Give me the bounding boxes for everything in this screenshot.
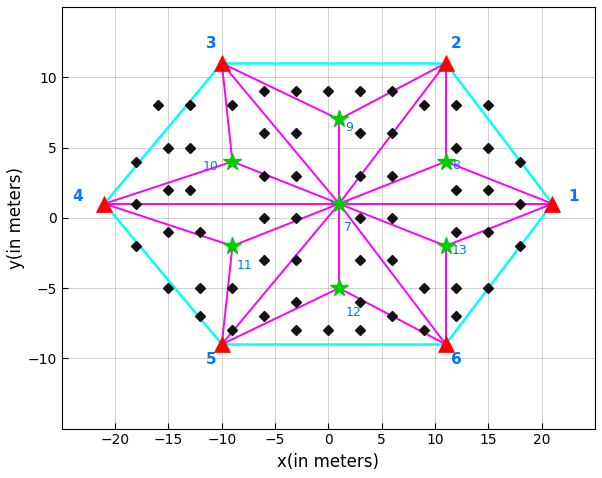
Text: 13: 13 [452, 245, 468, 258]
Text: 10: 10 [203, 160, 219, 173]
Text: 6: 6 [451, 352, 462, 367]
Y-axis label: y(in meters): y(in meters) [7, 167, 25, 269]
X-axis label: x(in meters): x(in meters) [278, 453, 379, 471]
Text: 8: 8 [452, 159, 460, 172]
Text: 2: 2 [451, 35, 462, 51]
Text: 12: 12 [346, 306, 361, 319]
Text: 7: 7 [344, 221, 352, 234]
Text: 9: 9 [346, 121, 353, 134]
Text: 3: 3 [206, 35, 217, 51]
Text: 4: 4 [72, 189, 83, 204]
Text: 1: 1 [568, 189, 579, 204]
Text: 11: 11 [237, 259, 252, 272]
Text: 5: 5 [206, 352, 217, 367]
